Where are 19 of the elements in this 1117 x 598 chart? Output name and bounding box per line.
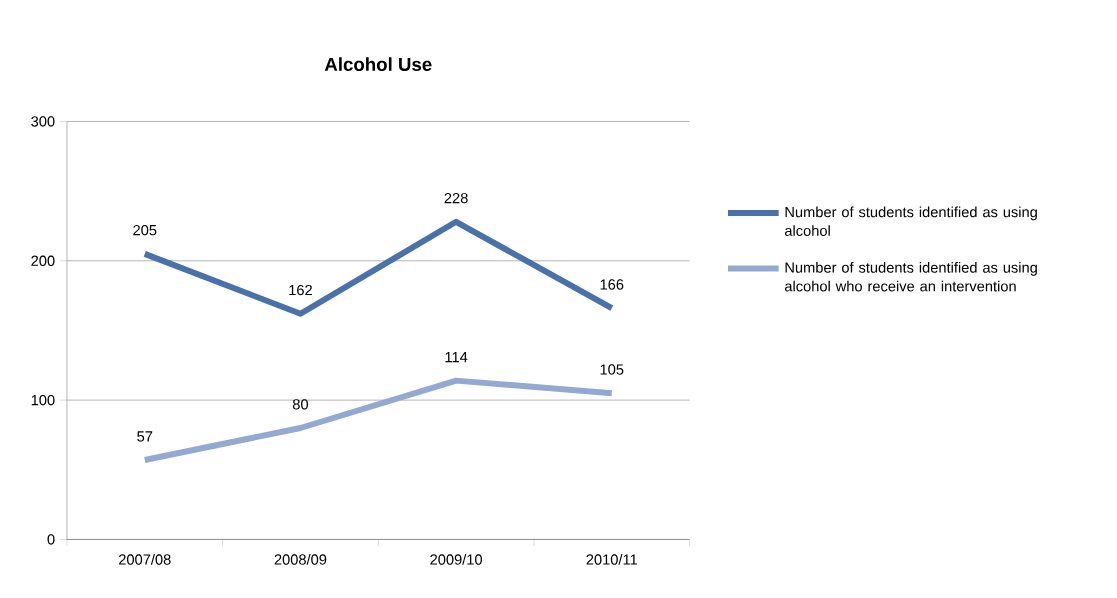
y-tick-label: 100 [31,394,55,406]
y-tick-label: 200 [31,255,55,266]
x-tick-label: 2010/11 [586,553,638,565]
legend-label: Number of students identified as using alcohol [784,206,1037,236]
data-label: 114 [445,352,468,363]
data-label: 105 [600,364,624,375]
legend-label: Number of students identified as using alcohol who receive an intervention [784,261,1037,292]
data-label: 228 [444,192,468,204]
data-label: 57 [137,431,153,442]
chart-title: Alcohol Use [324,57,432,71]
data-label: 162 [289,284,312,296]
x-tick-label: 2007/08 [119,553,171,565]
data-label: 80 [292,399,309,410]
data-label: 166 [600,279,624,290]
y-tick-label: 300 [31,116,55,127]
data-label: 205 [133,224,157,236]
x-tick-label: 2008/09 [274,553,327,565]
y-tick-label: 0 [47,534,55,545]
x-tick-label: 2009/10 [430,553,483,565]
